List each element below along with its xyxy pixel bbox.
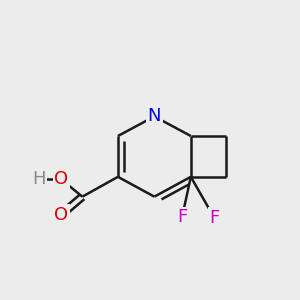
Text: F: F bbox=[209, 209, 219, 227]
Text: N: N bbox=[148, 107, 161, 125]
Text: O: O bbox=[54, 170, 68, 188]
Text: H: H bbox=[32, 170, 45, 188]
Text: F: F bbox=[177, 208, 187, 226]
Text: O: O bbox=[54, 206, 68, 224]
